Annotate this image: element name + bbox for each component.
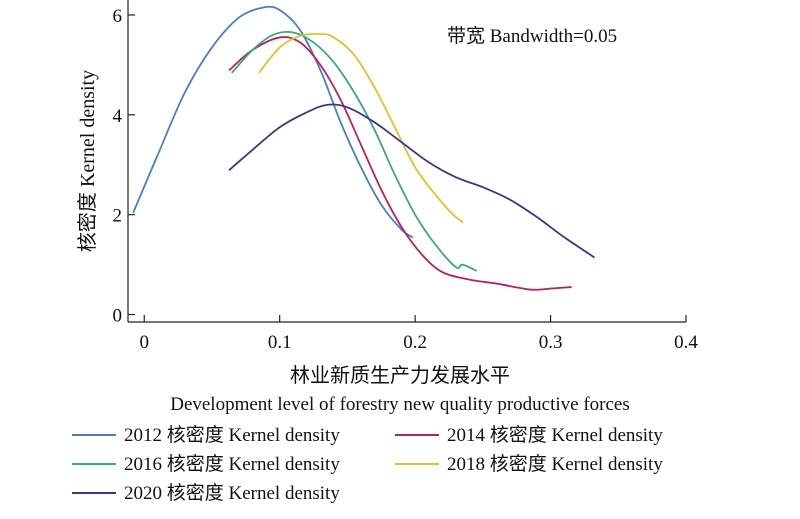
x-tick-label: 0.1 bbox=[268, 332, 292, 353]
series-line-5 bbox=[228, 103, 595, 258]
series-line-4 bbox=[258, 32, 464, 224]
legend: 2012 核密度 Kernel density 2014 核密度 Kernel d… bbox=[72, 424, 663, 504]
series-line-2 bbox=[228, 36, 572, 291]
legend-label: 2012 核密度 Kernel density bbox=[124, 424, 340, 446]
x-axis-label-en: Development level of forestry new qualit… bbox=[170, 394, 630, 415]
series-line-3 bbox=[231, 31, 477, 272]
legend-label: 2020 核密度 Kernel density bbox=[124, 482, 340, 504]
x-tick-label: 0.4 bbox=[674, 332, 698, 353]
x-tick-label: 0.2 bbox=[403, 332, 427, 353]
bandwidth-annotation: 带宽 Bandwidth=0.05 bbox=[447, 25, 617, 47]
plot-area bbox=[132, 5, 595, 291]
legend-label: 2014 核密度 Kernel density bbox=[447, 424, 663, 446]
x-tick-label: 0 bbox=[140, 332, 150, 353]
y-tick-label: 4 bbox=[113, 106, 123, 127]
axes bbox=[127, 0, 686, 323]
legend-label: 2018 核密度 Kernel density bbox=[447, 453, 663, 475]
x-tick-label: 0.3 bbox=[539, 332, 563, 353]
y-axis-label: 核密度 Kernel density bbox=[76, 70, 99, 252]
y-ticks: 0 2 4 6 bbox=[113, 6, 135, 327]
x-ticks: 0 0.1 0.2 0.3 0.4 bbox=[140, 315, 698, 353]
legend-label: 2016 核密度 Kernel density bbox=[124, 453, 340, 475]
y-tick-label: 6 bbox=[113, 6, 123, 27]
y-tick-label: 0 bbox=[113, 306, 123, 327]
x-axis-label-cn: 林业新质生产力发展水平 bbox=[290, 364, 510, 387]
y-tick-label: 2 bbox=[113, 206, 123, 227]
series-line-1 bbox=[132, 5, 414, 239]
